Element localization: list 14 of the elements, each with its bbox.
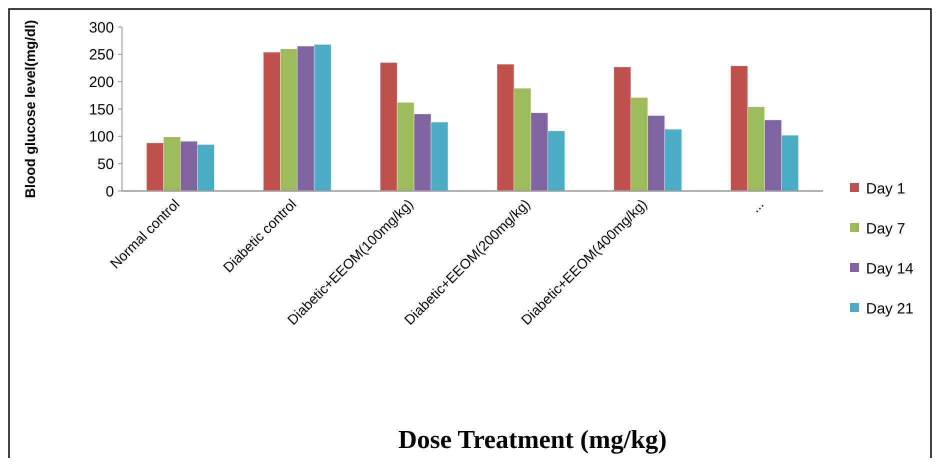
y-tick-label: 150 bbox=[88, 101, 114, 118]
legend-label: Day 7 bbox=[866, 220, 906, 238]
y-tick-label: 250 bbox=[88, 46, 114, 64]
x-tick-label: ... bbox=[747, 196, 767, 216]
y-tick-label: 300 bbox=[88, 19, 114, 36]
legend-label: Day 14 bbox=[866, 260, 914, 278]
y-tick-label: 200 bbox=[88, 74, 114, 91]
y-tick-label: 0 bbox=[106, 183, 114, 200]
x-axis-title: Dose Treatment (mg/kg) bbox=[398, 425, 667, 454]
legend-label: Day 21 bbox=[866, 300, 914, 318]
y-tick-label: 100 bbox=[88, 128, 114, 146]
y-tick-label: 50 bbox=[97, 156, 114, 173]
y-axis-title: Blood glucose level(mg/dl) bbox=[22, 20, 38, 198]
legend-label: Day 1 bbox=[866, 180, 906, 198]
